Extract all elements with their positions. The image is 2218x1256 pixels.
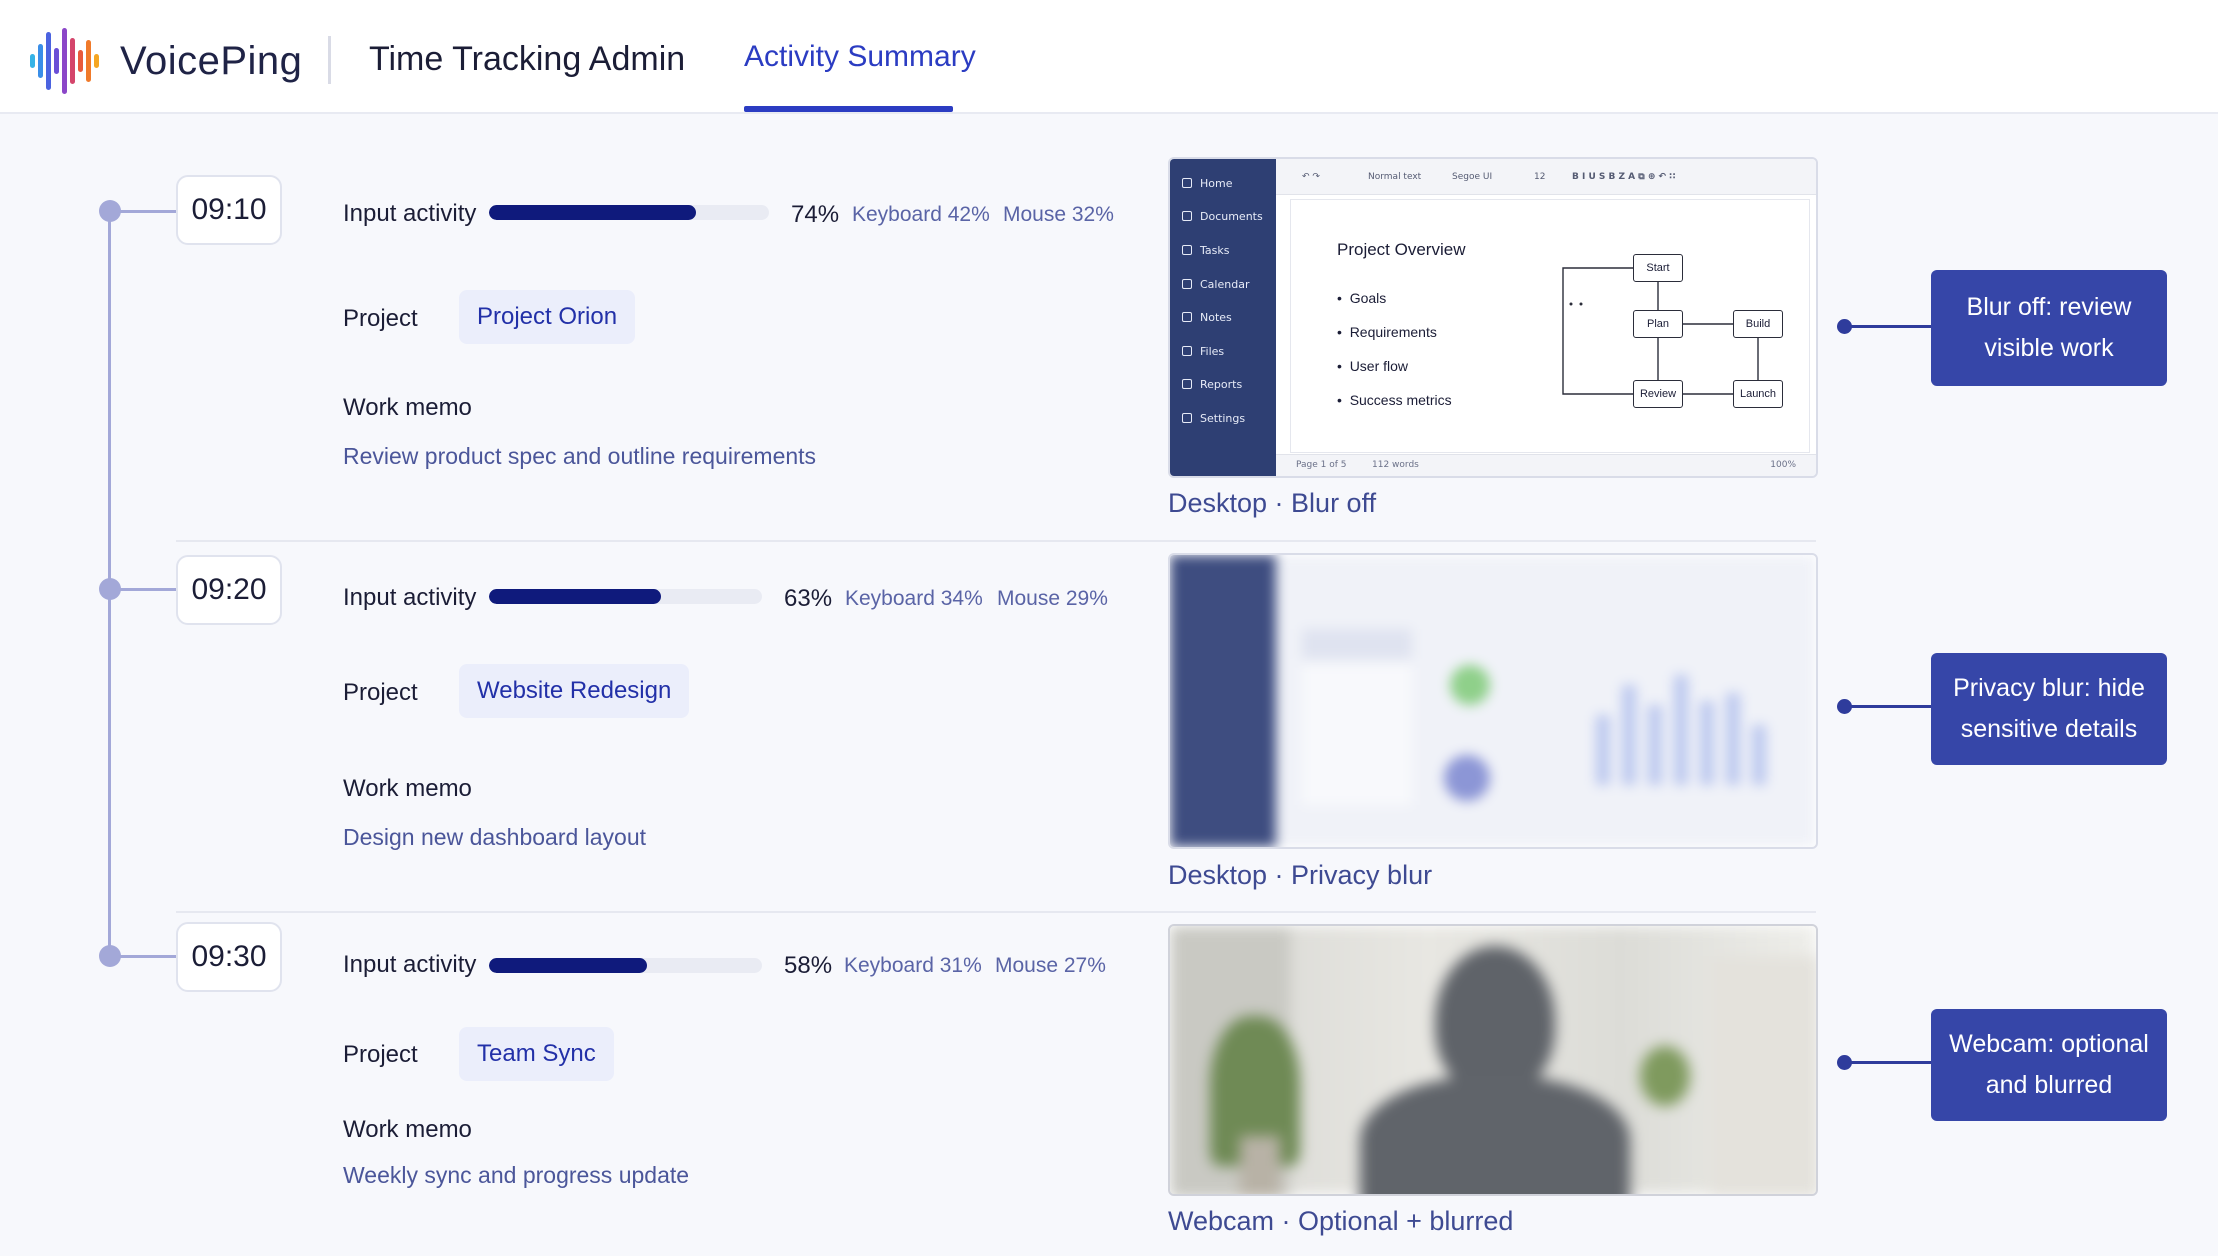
style-select: Normal text [1368, 172, 1422, 182]
project-chip[interactable]: Website Redesign [459, 664, 690, 718]
flow-node: Launch [1733, 380, 1783, 408]
project-chip[interactable]: Team Sync [459, 1027, 614, 1081]
brand-logo[interactable]: VoicePing [28, 24, 302, 98]
doc-status-bar: Page 1 of 5 112 words 100% [1276, 454, 1816, 476]
screenshot-caption: Webcam · Optional + blurred [1168, 1206, 1514, 1236]
activity-bar [489, 958, 762, 973]
mouse-stat: Mouse 32% [1003, 203, 1114, 226]
work-memo-text: Review product spec and outline requirem… [343, 443, 817, 469]
timeline-connector [110, 955, 178, 958]
doc-sidebar-item: Files [1182, 345, 1224, 358]
size-select: 12 [1534, 172, 1546, 182]
doc-sidebar-item: Calendar [1182, 278, 1249, 291]
doc-bullet: • User flow [1337, 358, 1409, 374]
callout-webcam: Webcam: optional and blurred [1931, 1009, 2167, 1121]
time-badge: 09:30 [176, 922, 282, 992]
doc-toolbar: ↶ ↷ Normal text Segoe UI 12 B I U S B Z … [1276, 159, 1816, 195]
time-badge: 09:10 [176, 175, 282, 245]
callout-dot [1837, 699, 1852, 714]
activity-bar [489, 205, 769, 220]
activity-bar [489, 589, 762, 604]
doc-sidebar-item: Tasks [1182, 244, 1229, 257]
input-activity-label: Input activity [343, 951, 477, 978]
format-icons: B I U S B Z A ⧉ ⊕ ↶ ∷ [1572, 172, 1676, 182]
work-memo-label: Work memo [343, 1116, 472, 1143]
callout-privacy-blur: Privacy blur: hide sensitive details [1931, 653, 2167, 765]
project-chip[interactable]: Project Orion [459, 290, 636, 344]
callout-connector [1847, 325, 1931, 328]
header-divider [328, 36, 331, 84]
screenshot-caption: Desktop · Privacy blur [1168, 860, 1433, 890]
project-label: Project [343, 679, 418, 706]
project-label: Project [343, 305, 418, 332]
work-memo-label: Work memo [343, 394, 472, 421]
activity-bar-fill [489, 958, 648, 973]
callout-connector [1847, 1061, 1931, 1064]
brand-name: VoicePing [120, 38, 303, 83]
keyboard-stat: Keyboard 34% [845, 587, 983, 610]
doc-sidebar: Home Documents Tasks Calendar Notes File… [1170, 159, 1276, 476]
keyboard-stat: Keyboard 31% [844, 954, 982, 977]
doc-bullet: • Success metrics [1337, 392, 1452, 408]
voiceping-logo-icon [30, 28, 99, 94]
font-select: Segoe UI [1452, 172, 1493, 182]
callout-blur-off: Blur off: review visible work [1931, 270, 2167, 386]
app-title: Time Tracking Admin [369, 40, 686, 78]
flow-node: Build [1733, 310, 1783, 338]
keyboard-stat: Keyboard 42% [852, 203, 990, 226]
callout-dot [1837, 1055, 1852, 1070]
undo-icon: ↶ ↷ [1302, 172, 1320, 182]
doc-sidebar-item: Settings [1182, 412, 1245, 425]
flow-node: Start [1633, 254, 1683, 282]
doc-sidebar-item: Home [1182, 177, 1232, 190]
timeline-connector [110, 588, 178, 591]
input-activity-label: Input activity [343, 584, 477, 611]
time-badge: 09:20 [176, 555, 282, 625]
mouse-stat: Mouse 29% [997, 587, 1108, 610]
tab-activity-summary[interactable]: Activity Summary [744, 40, 976, 73]
flow-node: Plan [1633, 310, 1683, 338]
doc-sidebar-item: Documents [1182, 210, 1263, 223]
row-divider [176, 540, 1816, 542]
mouse-stat: Mouse 27% [995, 954, 1106, 977]
webcam-snapshot[interactable] [1168, 924, 1818, 1196]
activity-percent: 74% [791, 201, 840, 228]
activity-percent: 58% [784, 952, 833, 979]
desktop-screenshot-privacy-blur[interactable] [1168, 553, 1818, 849]
input-activity-label: Input activity [343, 200, 477, 227]
timeline-connector [110, 210, 178, 213]
work-memo-label: Work memo [343, 775, 472, 802]
doc-sidebar-item: Notes [1182, 311, 1232, 324]
desktop-screenshot-blur-off[interactable]: Home Documents Tasks Calendar Notes File… [1168, 157, 1818, 478]
doc-sidebar-item: Reports [1182, 378, 1242, 391]
work-memo-text: Design new dashboard layout [343, 824, 647, 850]
activity-bar-fill [489, 589, 661, 604]
activity-bar-fill [489, 205, 697, 220]
top-bar: VoicePing Time Tracking Admin Activity S… [0, 0, 2218, 114]
screenshot-caption: Desktop · Blur off [1168, 488, 1377, 518]
blurred-webcam-image [1170, 926, 1816, 1194]
row-divider [176, 911, 1816, 913]
callout-dot [1837, 319, 1852, 334]
flowchart-connectors [1562, 267, 1759, 395]
doc-page: Project Overview • Goals • Requirements … [1290, 199, 1810, 453]
doc-bullet: • Requirements [1337, 324, 1437, 340]
work-memo-text: Weekly sync and progress update [343, 1162, 690, 1188]
activity-percent: 63% [784, 585, 833, 612]
active-tab-indicator [744, 106, 953, 112]
blurred-dashboard [1170, 555, 1816, 847]
doc-heading: Project Overview [1337, 240, 1466, 259]
callout-connector [1847, 705, 1931, 708]
doc-bullet: • Goals [1337, 290, 1387, 306]
project-label: Project [343, 1041, 418, 1068]
flow-node: Review [1633, 380, 1683, 408]
